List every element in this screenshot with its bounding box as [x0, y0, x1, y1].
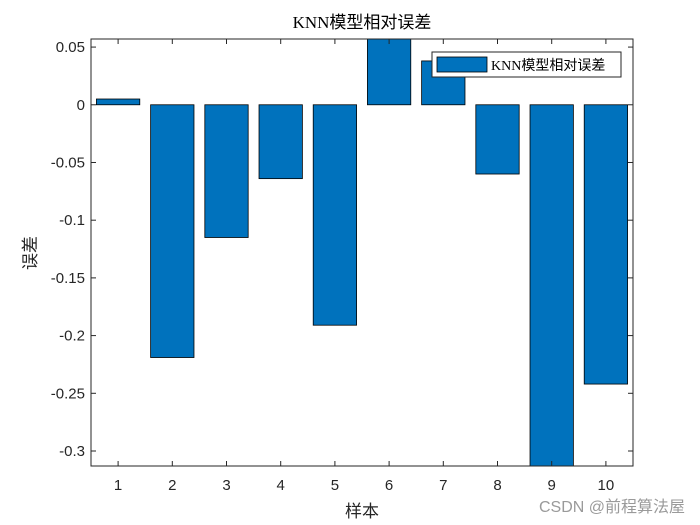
y-tick-label: 0.05 [56, 39, 85, 56]
y-tick-label: -0.1 [59, 212, 85, 229]
y-tick-label: -0.2 [59, 328, 85, 345]
x-tick-label: 2 [168, 477, 176, 494]
bar-9 [529, 104, 574, 467]
bar-1 [96, 98, 141, 106]
y-tick-label: 0 [77, 97, 85, 114]
x-axis-label: 样本 [345, 502, 379, 521]
y-tick-label: -0.3 [59, 443, 85, 460]
y-tick-label: -0.05 [51, 154, 85, 171]
legend-label: KNN模型相对误差 [491, 58, 605, 74]
watermark: CSDN @前程算法屋 [539, 497, 685, 516]
legend: KNN模型相对误差 [431, 51, 622, 78]
bar-8 [475, 104, 520, 175]
chart-title: KNN模型相对误差 [293, 13, 432, 32]
x-tick-label: 10 [598, 477, 615, 494]
x-tick-label: 5 [331, 477, 339, 494]
x-tick-label: 6 [385, 477, 393, 494]
bar-5 [312, 104, 357, 326]
bar-2 [150, 104, 195, 358]
x-tick-label: 1 [114, 477, 122, 494]
x-tick-label: 3 [222, 477, 230, 494]
axes-group: 0.05 0 -0.05 -0.1 -0.15 -0.2 -0.25 -0.3 1 2 3 4 5 6 7 8… [51, 38, 634, 494]
bars-group [96, 38, 628, 467]
legend-swatch [436, 56, 488, 73]
bar-3 [204, 104, 249, 238]
x-tick-label: 4 [277, 477, 285, 494]
bar-4 [258, 104, 303, 180]
y-tick-label: -0.25 [51, 385, 85, 402]
y-tick-label: -0.15 [51, 270, 85, 287]
x-tick-label: 9 [548, 477, 556, 494]
bar-6 [367, 38, 412, 106]
plot-frame [90, 38, 634, 467]
bar-10 [583, 104, 628, 385]
x-tick-label: 7 [439, 477, 447, 494]
x-tick-label: 8 [493, 477, 501, 494]
y-axis-label: 误差 [21, 236, 40, 270]
